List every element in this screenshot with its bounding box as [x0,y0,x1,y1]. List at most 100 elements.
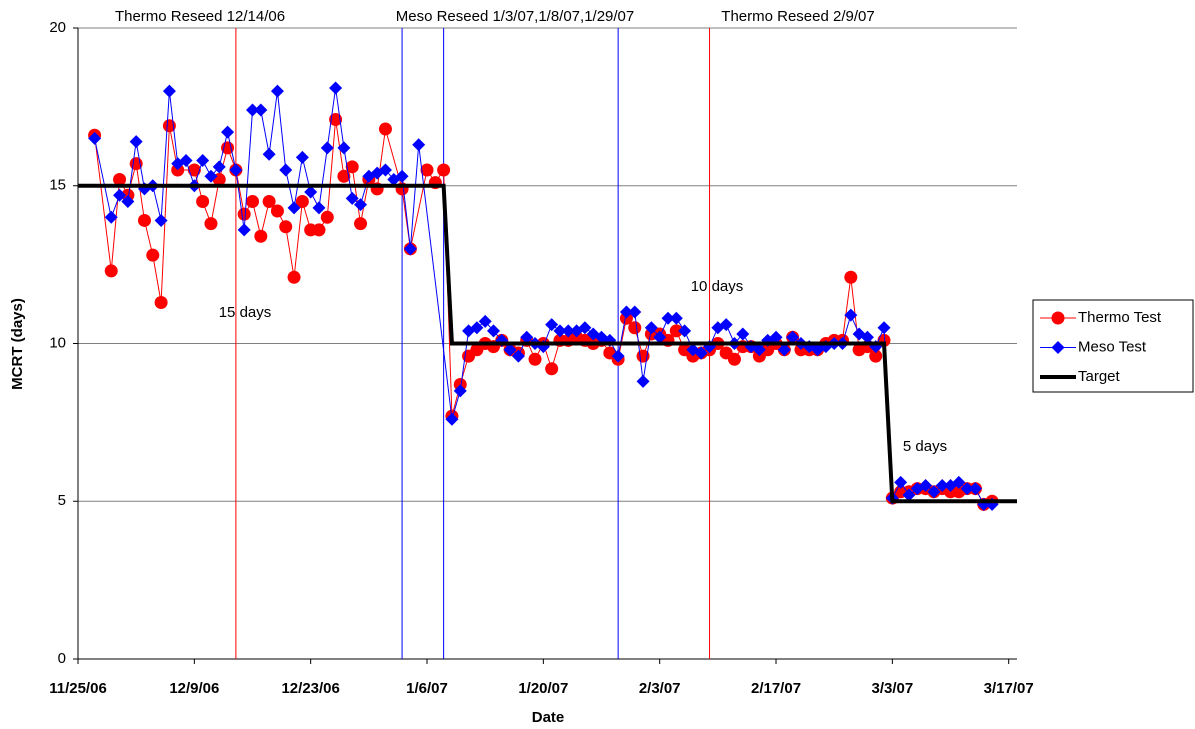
marker [154,295,168,309]
marker [694,346,708,360]
marker [295,150,309,164]
marker [1051,311,1065,325]
marker [894,475,908,489]
marker [619,305,633,319]
marker [221,125,235,139]
marker [246,195,260,209]
marker [345,191,359,205]
y-tick-label: 10 [49,334,66,351]
marker [279,220,293,234]
marker [329,112,343,126]
x-tick-label: 12/23/06 [281,680,339,697]
marker [345,160,359,174]
marker [719,318,733,332]
marker [113,172,127,186]
marker [287,270,301,284]
marker [860,330,874,344]
marker [154,213,168,227]
marker [196,154,210,168]
marker [669,311,683,325]
marker [445,412,459,426]
marker [1051,341,1065,354]
marker [262,195,276,209]
marker [470,321,484,335]
marker [486,324,500,338]
marker [204,169,218,183]
marker [320,210,334,224]
marker [146,248,160,262]
marker [354,198,368,212]
marker [312,201,326,215]
marker [869,349,883,363]
marker [420,163,434,177]
marker [437,163,451,177]
marker [578,321,592,335]
marker [844,308,858,322]
marker [844,270,858,284]
marker [378,163,392,177]
annotation: 5 days [903,438,947,455]
marker [403,242,417,256]
x-tick-label: 2/17/07 [751,680,801,697]
marker [212,160,226,174]
marker [121,195,135,209]
marker [162,84,176,98]
marker [727,352,741,366]
marker [752,343,766,357]
marker [304,185,318,199]
marker [960,482,974,496]
y-axis-title: MCRT (days) [9,298,26,390]
legend-label: Target [1078,368,1121,385]
marker [113,188,127,202]
marker [179,154,193,168]
annotation: 15 days [219,304,272,321]
annotation: Meso Reseed 1/3/07,1/8/07,1/29/07 [396,8,635,25]
marker [611,349,625,363]
marker [545,362,559,376]
marker [644,321,658,335]
marker [511,349,525,363]
marker [661,311,675,325]
marker [337,169,351,183]
annotation: 10 days [691,278,744,295]
marker [453,384,467,398]
marker [395,169,409,183]
x-tick-label: 12/9/06 [169,680,219,697]
marker [952,475,966,489]
marker [968,482,982,496]
marker [378,122,392,136]
y-tick-label: 0 [58,650,66,667]
x-tick-label: 2/3/07 [639,680,681,697]
marker [669,324,683,338]
legend-label: Thermo Test [1078,309,1162,326]
marker [270,204,284,218]
marker [545,318,559,332]
x-tick-label: 3/3/07 [871,680,913,697]
marker [553,324,567,338]
marker [628,321,642,335]
x-tick-label: 11/25/06 [49,680,107,697]
y-tick-label: 15 [49,177,66,194]
marker [653,330,667,344]
marker [902,488,916,502]
y-tick-label: 20 [49,19,66,36]
marker [312,223,326,237]
marker [337,141,351,155]
marker [237,223,251,237]
marker [287,201,301,215]
marker [204,217,218,231]
marker [919,478,933,492]
marker [329,81,343,95]
marker [412,138,426,152]
marker [104,210,118,224]
marker [736,327,750,341]
legend-label: Meso Test [1078,338,1147,355]
marker [520,330,534,344]
x-tick-label: 1/6/07 [406,680,448,697]
marker [295,195,309,209]
marker [777,343,791,357]
marker [237,207,251,221]
marker [935,478,949,492]
annotation: Thermo Reseed 12/14/06 [115,8,285,25]
marker [528,352,542,366]
